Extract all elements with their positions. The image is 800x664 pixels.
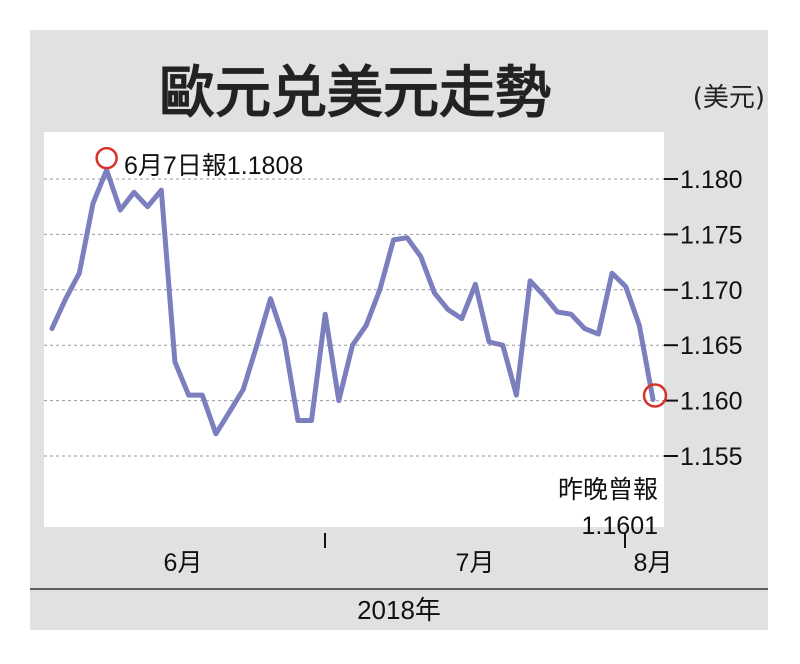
y-tick-label: 1.180	[680, 166, 743, 194]
unit-label: (美元)	[693, 83, 765, 113]
high-marker	[95, 146, 118, 170]
y-tick-label: 1.170	[680, 277, 743, 305]
y-tick-label: 1.165	[680, 332, 743, 360]
x-axis-label: 2018年	[357, 595, 441, 625]
chart-title: 歐元兑美元走勢	[159, 60, 551, 126]
x-tick-label-aug: 8月	[634, 549, 673, 577]
gridlines	[44, 178, 664, 457]
low-annotation-line1: 昨晚曾報	[558, 476, 658, 504]
y-tick-label: 1.160	[680, 388, 743, 416]
plot-area	[44, 132, 664, 527]
y-tick-label: 1.155	[680, 443, 743, 471]
y-axis: 1.180 1.175 1.170 1.165 1.160 1.155	[664, 166, 743, 471]
high-annotation: 6月7日報1.1808	[124, 152, 303, 180]
data-points	[51, 170, 654, 434]
x-tick-label-jun: 6月	[164, 549, 203, 577]
low-marker	[642, 383, 668, 408]
x-tick-label-jul: 7月	[456, 549, 495, 577]
low-annotation-line2: 1.1601	[582, 512, 658, 540]
y-tick-label: 1.175	[680, 221, 743, 249]
